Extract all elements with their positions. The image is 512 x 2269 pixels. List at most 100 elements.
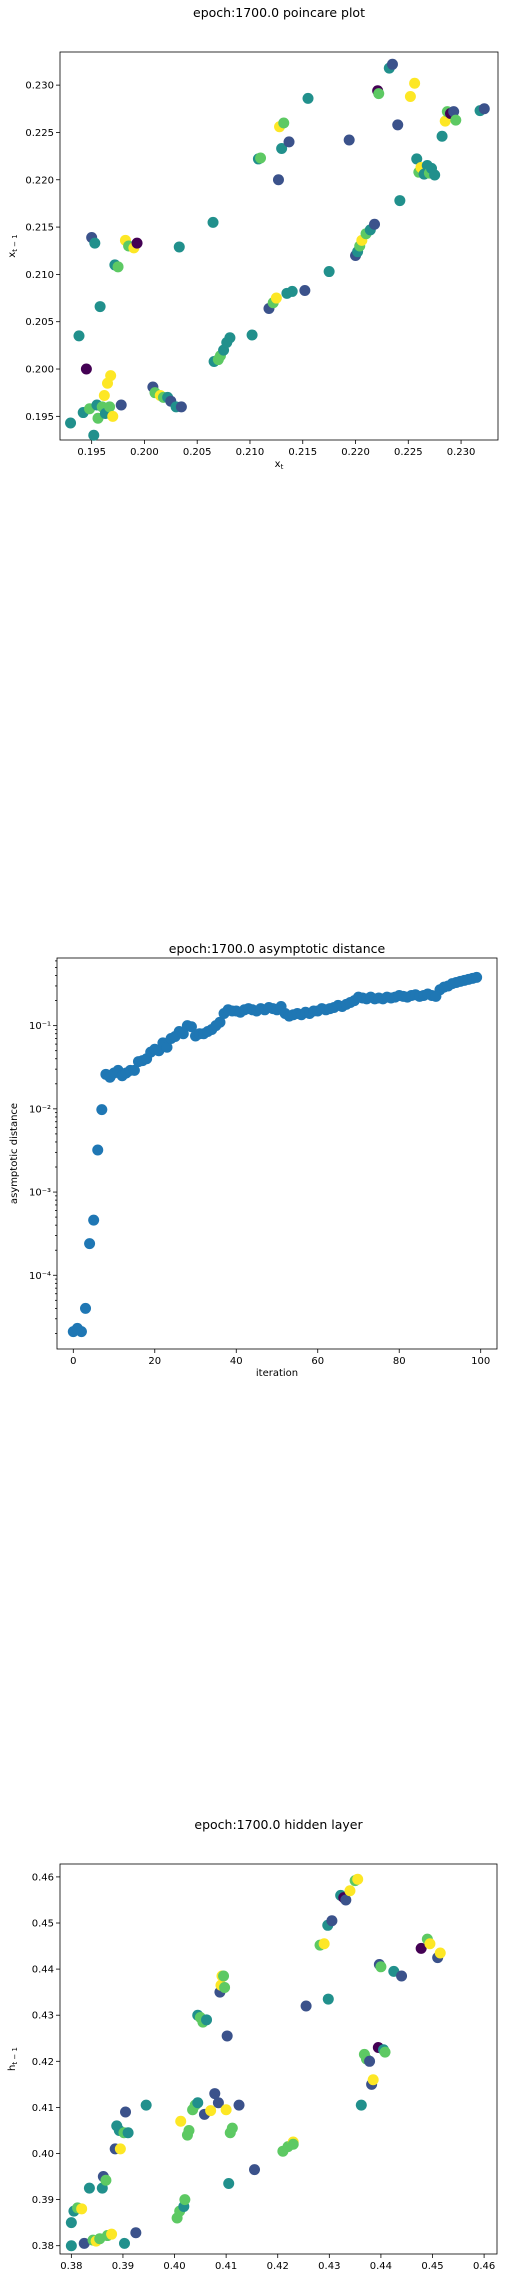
data-point xyxy=(105,370,116,381)
data-point xyxy=(192,2097,203,2108)
data-point xyxy=(405,91,416,102)
data-point xyxy=(218,1971,229,1982)
x-tick-label: 0.38 xyxy=(60,2261,82,2269)
x-tick-label: 0.200 xyxy=(130,447,159,458)
data-point xyxy=(429,170,440,181)
data-point xyxy=(223,2178,234,2189)
y-tick-label: 0.200 xyxy=(25,365,54,376)
data-point xyxy=(174,241,185,252)
data-point xyxy=(479,103,490,114)
data-point xyxy=(299,285,310,296)
hidden-layer-frame xyxy=(60,1864,497,2254)
data-point xyxy=(106,2229,117,2240)
x-tick-label: 0.220 xyxy=(341,447,370,458)
x-tick-label: 0 xyxy=(70,1356,76,1367)
data-point xyxy=(221,2104,232,2115)
y-tick-label: 10⁻¹ xyxy=(29,1021,51,1032)
data-point xyxy=(115,2143,126,2154)
x-tick-label: 0.45 xyxy=(421,2261,443,2269)
x-tick-label: 100 xyxy=(471,1356,490,1367)
data-point xyxy=(66,2217,77,2228)
data-point xyxy=(373,88,384,99)
data-point xyxy=(392,119,403,130)
y-tick-label: 0.38 xyxy=(32,2241,54,2252)
x-tick-label: 0.195 xyxy=(77,447,106,458)
data-point xyxy=(369,219,380,230)
data-point xyxy=(73,330,84,341)
x-tick-label: 0.225 xyxy=(394,447,423,458)
data-point xyxy=(255,152,266,163)
data-point xyxy=(287,286,298,297)
data-point xyxy=(65,417,76,428)
y-tick-label: 10⁻² xyxy=(29,1104,51,1115)
data-point xyxy=(344,1885,355,1896)
data-point xyxy=(380,2047,391,2058)
data-point xyxy=(344,135,355,146)
asymptotic-distance-title: epoch:1700.0 asymptotic distance xyxy=(169,941,386,956)
poincare-xlabel-sub: t xyxy=(281,463,284,471)
data-point xyxy=(208,217,219,228)
x-tick-label: 0.215 xyxy=(288,447,317,458)
hidden-layer-title: epoch:1700.0 hidden layer xyxy=(194,1817,363,1832)
x-tick-label: 0.42 xyxy=(267,2261,289,2269)
data-point xyxy=(183,2125,194,2136)
data-point xyxy=(352,1874,363,1885)
y-tick-label: 0.195 xyxy=(25,412,54,423)
data-point xyxy=(88,1215,99,1226)
y-tick-label: 0.40 xyxy=(32,2149,54,2160)
x-tick-label: 20 xyxy=(148,1356,161,1367)
data-point xyxy=(76,1326,87,1337)
y-tick-label: 10⁻⁴ xyxy=(29,1271,51,1282)
data-point xyxy=(387,59,398,70)
data-point xyxy=(450,115,461,126)
x-tick-label: 0.44 xyxy=(370,2261,392,2269)
data-point xyxy=(324,266,335,277)
data-point xyxy=(375,1961,386,1972)
data-point xyxy=(234,2100,245,2111)
y-tick-label: 0.45 xyxy=(32,1919,54,1930)
data-point xyxy=(409,78,420,89)
data-point xyxy=(326,1915,337,1926)
data-point xyxy=(175,2116,186,2127)
data-point xyxy=(81,364,92,375)
data-point xyxy=(278,117,289,128)
x-tick-label: 40 xyxy=(230,1356,243,1367)
data-point xyxy=(132,238,143,249)
poincare-ylabel-sub: t − 1 xyxy=(11,234,19,252)
data-point xyxy=(84,1238,95,1249)
data-point xyxy=(394,195,405,206)
data-point xyxy=(271,293,282,304)
data-point xyxy=(99,390,110,401)
y-tick-label: 0.210 xyxy=(25,270,54,281)
data-point xyxy=(80,1303,91,1314)
data-point xyxy=(76,2203,87,2214)
data-point xyxy=(107,411,118,422)
data-point xyxy=(95,301,106,312)
data-point xyxy=(66,2240,77,2251)
data-point xyxy=(247,329,258,340)
data-point xyxy=(319,1938,330,1949)
data-point xyxy=(284,136,295,147)
y-tick-label: 0.43 xyxy=(32,2011,54,2022)
data-point xyxy=(89,238,100,249)
data-point xyxy=(356,2100,367,2111)
data-point xyxy=(368,2074,379,2085)
x-tick-label: 60 xyxy=(311,1356,324,1367)
hidden-layer-ylabel: ht − 1 xyxy=(7,2047,19,2071)
data-point xyxy=(301,2000,312,2011)
poincare-plot-title: epoch:1700.0 poincare plot xyxy=(193,5,365,20)
x-tick-label: 0.205 xyxy=(183,447,212,458)
asymptotic-distance-xlabel: iteration xyxy=(256,1368,298,1379)
x-tick-label: 0.210 xyxy=(236,447,265,458)
y-tick-label: 0.46 xyxy=(32,1872,54,1883)
data-point xyxy=(201,2014,212,2025)
x-tick-label: 0.43 xyxy=(318,2261,340,2269)
data-point xyxy=(130,2227,141,2238)
data-point xyxy=(303,93,314,104)
asymptotic-distance-ylabel: asymptotic distance xyxy=(9,1103,20,1204)
data-point xyxy=(222,2030,233,2041)
data-point xyxy=(227,2123,238,2134)
data-point xyxy=(273,174,284,185)
data-point xyxy=(104,401,115,412)
data-point xyxy=(224,332,235,343)
